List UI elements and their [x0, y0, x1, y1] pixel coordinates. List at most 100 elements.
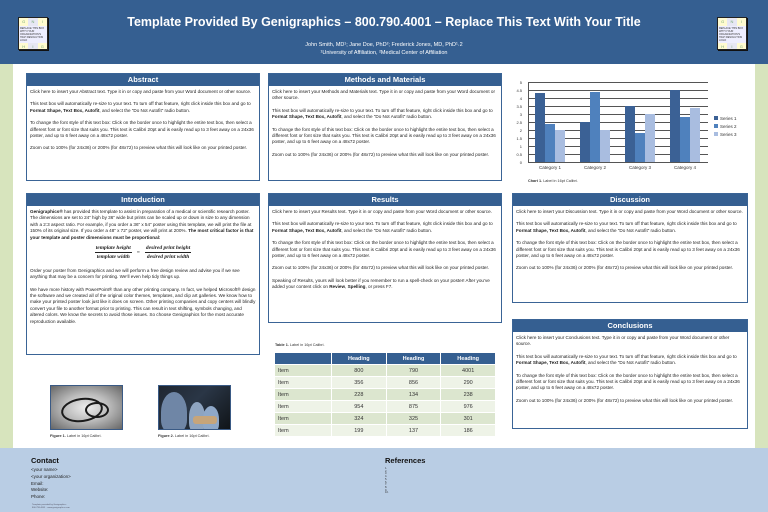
references-list[interactable]: 1. 2. 3. 4. 5. 6. 7. 8. 9. 10. [385, 467, 389, 495]
introduction-body[interactable]: Genigraphics® has provided this template… [27, 206, 259, 334]
logo-letter: G [40, 44, 44, 49]
table-cell: Item [275, 377, 331, 388]
reference-item: 8. [385, 485, 388, 489]
reference-item: 2. [385, 469, 388, 473]
methods-heading: Methods and Materials [269, 74, 501, 86]
x-category-label: Category 4 [673, 165, 696, 170]
reference-item: 5. [385, 477, 388, 481]
conclusions-body[interactable]: Click here to insert your Conclusions te… [513, 332, 747, 413]
gridline [528, 90, 708, 91]
gridline [528, 154, 708, 155]
chart-axis-line [528, 82, 529, 162]
gridline [528, 82, 708, 83]
paragraph: Zoom out to 100% (for 24x36) or 200% (fo… [516, 397, 734, 403]
reference-item: 4. [385, 475, 388, 479]
y-tick-label: 3.5 [516, 103, 522, 109]
discussion-heading: Discussion [513, 194, 747, 206]
chart-bar [535, 93, 545, 162]
introduction-heading: Introduction [27, 194, 259, 206]
y-tick-label: 3 [519, 111, 522, 117]
logo-letter: I [41, 19, 43, 24]
chart-bar [680, 117, 690, 162]
table-row: Item 954 875 976 [275, 401, 495, 412]
gridline [528, 146, 708, 147]
table-header-cell: Heading [386, 353, 441, 364]
conclusions-heading: Conclusions [513, 320, 747, 332]
reference-item: 6. [385, 480, 388, 484]
logo-letter: H [22, 44, 26, 49]
gridline [528, 162, 708, 163]
table-cell: Item [275, 413, 331, 424]
y-tick-label: 2 [519, 127, 522, 133]
discussion-panel[interactable]: Discussion Click here to insert your Dis… [512, 193, 748, 303]
conclusions-panel[interactable]: Conclusions Click here to insert your Co… [512, 319, 748, 429]
paragraph: We have more history with PowerPoint® th… [30, 286, 256, 324]
table-row: Item 356 856 290 [275, 377, 495, 388]
chart-bar [690, 107, 700, 162]
contact-email: Email: [31, 480, 44, 486]
contact-heading: Contact [31, 456, 59, 465]
poster-authors[interactable]: John Smith, MD¹; Jane Doe, PhD²; Frederi… [0, 41, 768, 57]
left-side-strip [0, 64, 13, 448]
table-cell: 134 [386, 389, 441, 400]
chart-bar [635, 133, 645, 162]
y-tick-label: 5 [519, 79, 522, 85]
y-tick-label: 1.5 [516, 135, 522, 141]
figure-2-caption: Figure 2. Label in 16pt Calibri. [158, 434, 210, 438]
results-body[interactable]: Click here to insert your Results text. … [269, 206, 501, 300]
logo-letter: I [727, 43, 737, 49]
x-category-label: Category 2 [583, 165, 606, 170]
chart-bar [670, 90, 680, 162]
introduction-panel[interactable]: Introduction Genigraphics® has provided … [26, 193, 260, 355]
reference-item: 9. [385, 488, 388, 492]
y-tick-label: 2.5 [516, 119, 522, 125]
reference-item: 7. [385, 483, 388, 487]
affiliation-list: ¹University of Affiliation, ²Medical Cen… [320, 50, 448, 56]
results-panel[interactable]: Results Click here to insert your Result… [268, 193, 502, 323]
logo-placeholder-text: REPLACE THIS BOX WITH YOUR ORGANIZATION'… [19, 26, 47, 43]
data-table[interactable]: Heading Heading Heading Item 800 790 4001 It… [274, 352, 496, 437]
table-cell: Item [275, 425, 331, 436]
y-tick-label: 4.5 [516, 87, 522, 93]
y-tick-label: 1 [519, 143, 522, 149]
results-heading: Results [269, 194, 501, 206]
poster-title[interactable]: Template Provided By Genigraphics – 800.… [127, 15, 641, 29]
logo-letter: H [721, 44, 725, 49]
logo-letter: I [28, 43, 38, 49]
contact-organization: <your organization> [31, 473, 71, 479]
methods-body[interactable]: Click here to insert your Methods and Ma… [269, 86, 501, 167]
paragraph: Click here to insert your Results text. … [272, 209, 492, 214]
gridline [528, 138, 708, 139]
paragraph: To change the font style of this text bo… [30, 120, 254, 139]
abstract-body[interactable]: Click here to insert your Abstract text.… [27, 86, 259, 161]
paragraph: This text box will automatically re-size… [516, 353, 737, 366]
legend-swatch-icon [714, 132, 718, 136]
logo-placeholder-text: REPLACE THIS BOX WITH YOUR ORGANIZATION'… [718, 26, 746, 43]
proportion-formula: template height template width = desired … [94, 245, 192, 261]
paragraph: Click here to insert your Methods and Ma… [272, 89, 495, 101]
bar-chart[interactable]: 5 4.5 4 3.5 3 2.5 2 1.5 1 0.5 0 Category 1 Category… [508, 78, 748, 188]
chart-bar [545, 123, 555, 162]
chart-bar [645, 114, 655, 162]
discussion-body[interactable]: Click here to insert your Discussion tex… [513, 206, 747, 281]
chart-caption: Chart 1. Label in 16pt Calibri. [528, 179, 578, 183]
paragraph: Zoom out to 100% (for 24x36) or 200% (fo… [272, 265, 490, 271]
methods-panel[interactable]: Methods and Materials Click here to inse… [268, 73, 502, 181]
abstract-panel[interactable]: Abstract Click here to insert your Abstr… [26, 73, 260, 181]
figure-1-caption: Figure 1. Label in 16pt Calibri. [50, 434, 102, 438]
table-cell: 301 [441, 413, 495, 424]
chart-bar [555, 130, 565, 162]
contact-details[interactable]: <your name> <your organization> Email: W… [31, 467, 71, 501]
right-side-strip [755, 64, 768, 448]
abstract-heading: Abstract [27, 74, 259, 86]
table-cell: 875 [386, 401, 441, 412]
table-row: Item 324 325 301 [275, 413, 495, 424]
table-cell: 238 [441, 389, 495, 400]
surgery-image [158, 385, 231, 430]
table-caption: Table 1. Label in 16pt Calibri. [275, 343, 325, 347]
chart-legend: Series 1 Series 2 Series 3 [714, 114, 737, 138]
table-cell: 199 [332, 425, 386, 436]
